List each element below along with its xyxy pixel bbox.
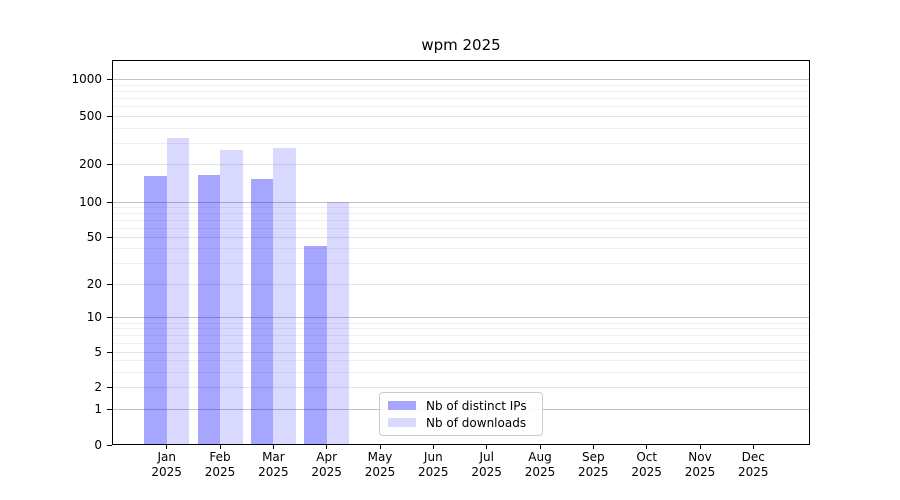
- gridline-y-900: [113, 84, 809, 86]
- x-tick-label-oct: Oct 2025: [631, 450, 662, 479]
- y-tick-mark-2: [107, 387, 112, 388]
- y-tick-mark-50: [107, 237, 112, 238]
- x-tick-mark-dec: [752, 445, 754, 449]
- x-tick-mark-jan: [166, 445, 168, 449]
- legend: Nb of distinct IPs Nb of downloads: [379, 392, 543, 436]
- y-tick-mark-10: [107, 317, 112, 318]
- gridline-y-30: [113, 263, 809, 265]
- gridline-y-50: [113, 236, 809, 238]
- legend-label-downloads: Nb of downloads: [426, 415, 527, 430]
- y-tick-mark-100: [107, 202, 112, 203]
- x-tick-mark-mar: [272, 445, 274, 449]
- gridline-y-500: [113, 115, 809, 117]
- bar-downloads-feb: [220, 150, 243, 444]
- y-tick-label-500: 500: [79, 108, 102, 123]
- x-tick-label-apr: Apr 2025: [311, 450, 342, 479]
- x-tick-mark-feb: [219, 445, 221, 449]
- gridline-y-200: [113, 164, 809, 166]
- x-tick-mark-aug: [539, 445, 541, 449]
- gridline-y-400: [113, 127, 809, 129]
- legend-label-distinct-ips: Nb of distinct IPs: [426, 398, 527, 413]
- gridline-y-600: [113, 106, 809, 108]
- y-tick-mark-20: [107, 284, 112, 285]
- y-tick-label-10: 10: [86, 310, 102, 325]
- gridline-y-700: [113, 98, 809, 100]
- legend-row-distinct-ips: Nb of distinct IPs: [388, 399, 534, 413]
- gridline-y-7: [113, 335, 809, 336]
- gridline-y-9: [113, 322, 809, 324]
- legend-swatch-downloads: [388, 418, 416, 427]
- y-tick-mark-1: [107, 409, 112, 410]
- legend-swatch-distinct-ips: [388, 401, 416, 410]
- bar-distinct-ips-apr: [304, 245, 327, 444]
- gridline-y-70: [113, 219, 809, 221]
- y-tick-label-1000: 1000: [71, 72, 102, 87]
- gridline-y-8: [113, 328, 809, 330]
- x-tick-label-jan: Jan 2025: [151, 450, 182, 479]
- gridline-y-6: [113, 342, 809, 344]
- y-tick-label-20: 20: [86, 277, 102, 292]
- gridline-y-20: [113, 284, 809, 286]
- x-tick-mark-jun: [432, 445, 434, 449]
- bar-distinct-ips-feb: [197, 174, 220, 444]
- x-tick-mark-oct: [646, 445, 648, 449]
- chart-title: wpm 2025: [421, 36, 501, 54]
- gridline-y-90: [113, 207, 809, 209]
- x-tick-label-mar: Mar 2025: [258, 450, 289, 479]
- gridline-y-300: [113, 142, 809, 144]
- gridline-y-5: [113, 351, 809, 353]
- gridline-y-2: [113, 387, 809, 389]
- x-tick-mark-apr: [326, 445, 328, 449]
- gridline-y-10: [113, 317, 809, 319]
- y-tick-mark-1000: [107, 79, 112, 80]
- plot-area: [112, 60, 810, 445]
- gridline-y-40: [113, 248, 809, 250]
- gridline-y-1000: [113, 79, 809, 81]
- gridline-y-800: [113, 91, 809, 93]
- x-tick-label-jul: Jul 2025: [471, 450, 502, 479]
- bar-downloads-apr: [326, 202, 350, 444]
- y-tick-label-0: 0: [94, 438, 102, 452]
- y-tick-label-2: 2: [94, 380, 102, 395]
- y-tick-mark-200: [107, 164, 112, 165]
- legend-row-downloads: Nb of downloads: [388, 416, 534, 430]
- bar-downloads-mar: [273, 148, 296, 444]
- x-tick-label-jun: Jun 2025: [418, 450, 449, 479]
- x-tick-mark-sep: [592, 445, 594, 449]
- x-tick-label-aug: Aug 2025: [524, 450, 556, 479]
- x-tick-label-may: May 2025: [364, 450, 396, 479]
- x-tick-mark-may: [379, 445, 381, 449]
- y-tick-label-100: 100: [79, 195, 102, 209]
- y-tick-label-50: 50: [86, 229, 102, 244]
- y-tick-mark-5: [107, 352, 112, 353]
- gridline-y-4: [113, 360, 809, 362]
- gridline-y-3: [113, 371, 809, 373]
- bar-downloads-jan: [166, 137, 190, 444]
- y-tick-label-5: 5: [94, 344, 102, 359]
- x-tick-label-sep: Sep 2025: [578, 450, 609, 479]
- gridline-y-80: [113, 213, 809, 215]
- bar-distinct-ips-mar: [250, 179, 274, 444]
- x-tick-label-dec: Dec 2025: [738, 450, 769, 479]
- x-tick-label-feb: Feb 2025: [204, 450, 236, 479]
- y-tick-label-200: 200: [79, 157, 102, 172]
- x-tick-mark-nov: [699, 445, 701, 449]
- gridline-y-60: [113, 227, 809, 229]
- y-tick-mark-500: [107, 116, 112, 117]
- x-tick-mark-jul: [486, 445, 488, 449]
- bar-distinct-ips-jan: [144, 176, 167, 444]
- gridline-y-100: [113, 202, 809, 203]
- y-tick-label-1: 1: [94, 402, 102, 416]
- y-tick-mark-0: [107, 445, 112, 446]
- x-tick-label-nov: Nov 2025: [684, 450, 716, 479]
